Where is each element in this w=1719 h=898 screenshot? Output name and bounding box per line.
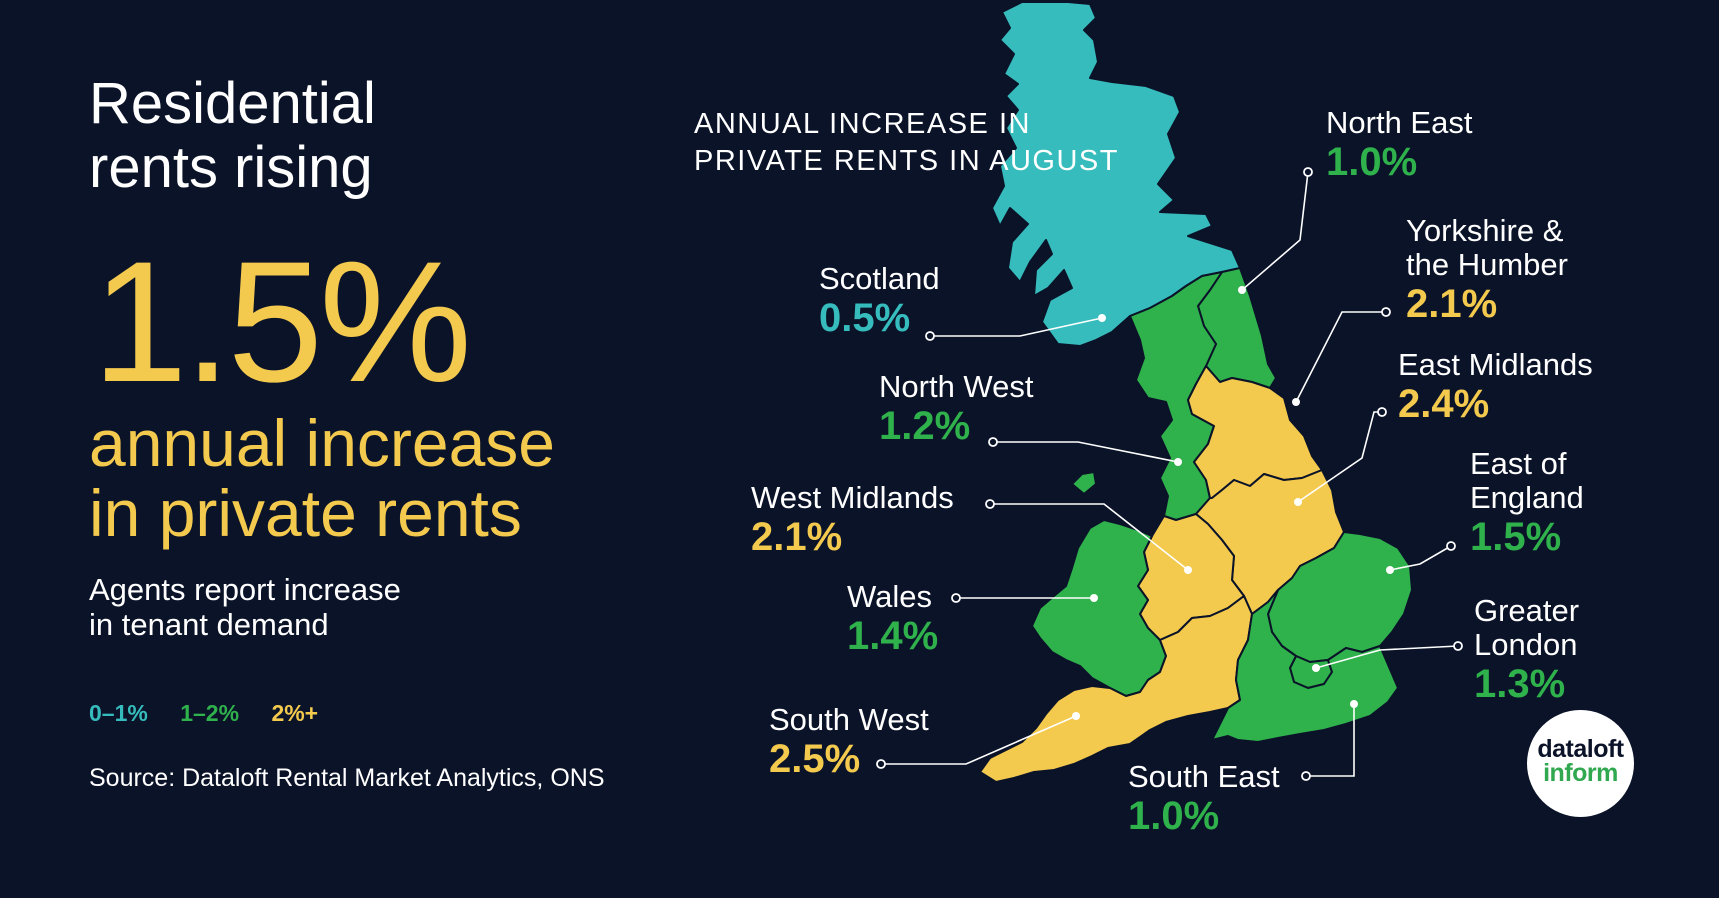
yorkshire-name: Yorkshire & the Humber bbox=[1406, 214, 1568, 282]
east-of-england-name-line1: East of bbox=[1470, 446, 1567, 481]
label-greater-london: Greater London 1.3% bbox=[1474, 594, 1579, 707]
yorkshire-name-line2: the Humber bbox=[1406, 247, 1568, 282]
north-west-value: 1.2% bbox=[879, 404, 971, 448]
label-east-midlands: East Midlands 2.4% bbox=[1398, 347, 1593, 427]
leader-end-dot-east-midlands bbox=[1294, 498, 1302, 506]
east-midlands-value: 2.4% bbox=[1398, 382, 1490, 426]
leader-start-dot-north-east bbox=[1303, 167, 1313, 177]
dataloft-inform-logo: dataloft inform bbox=[1527, 710, 1634, 817]
description-line1: Agents report increase bbox=[89, 572, 401, 607]
leader-end-dot-scotland bbox=[1098, 314, 1106, 322]
label-scotland: Scotland 0.5% bbox=[819, 261, 940, 341]
leader-end-dot-north-west bbox=[1174, 458, 1182, 466]
label-yorkshire: Yorkshire & the Humber 2.1% bbox=[1406, 214, 1568, 327]
south-east-name: South East bbox=[1128, 759, 1280, 794]
north-east-value: 1.0% bbox=[1326, 140, 1418, 184]
big-value: 1.5% bbox=[92, 226, 472, 418]
leader-start-dot-yorkshire bbox=[1381, 307, 1391, 317]
description: Agents report increase in tenant demand bbox=[89, 572, 401, 642]
legend-item-low: 0–1% bbox=[89, 700, 148, 726]
wales-value: 1.4% bbox=[847, 614, 939, 658]
leader-end-dot-south-east bbox=[1350, 700, 1358, 708]
leader-start-dot-greater-london bbox=[1453, 641, 1463, 651]
map-title-line1: ANNUAL INCREASE IN bbox=[694, 108, 1031, 140]
headline-line2: rents rising bbox=[89, 135, 373, 200]
brand-line1: dataloft bbox=[1537, 735, 1624, 763]
greater-london-name-line2: London bbox=[1474, 627, 1578, 662]
leader-line-west-midlands bbox=[990, 503, 1189, 571]
leader-line-north-west bbox=[993, 441, 1179, 463]
leader-end-dot-wales bbox=[1090, 594, 1098, 602]
label-wales: Wales 1.4% bbox=[847, 579, 939, 659]
south-west-value: 2.5% bbox=[769, 737, 861, 781]
leader-end-dot-greater-london bbox=[1312, 664, 1320, 672]
east-midlands-name: East Midlands bbox=[1398, 347, 1593, 382]
greater-london-value: 1.3% bbox=[1474, 662, 1566, 706]
leader-end-dot-west-midlands bbox=[1184, 566, 1192, 574]
yorkshire-value: 2.1% bbox=[1406, 282, 1498, 326]
north-west-name: North West bbox=[879, 369, 1034, 404]
leader-start-dot-scotland bbox=[925, 331, 935, 341]
east-of-england-value: 1.5% bbox=[1470, 515, 1562, 559]
leader-start-dot-south-east bbox=[1301, 771, 1311, 781]
leader-end-dot-yorkshire bbox=[1292, 398, 1300, 406]
north-east-name: North East bbox=[1326, 105, 1473, 140]
label-north-west: North West 1.2% bbox=[879, 369, 1034, 449]
big-caption: annual increase in private rents bbox=[89, 408, 555, 548]
leader-line-yorkshire bbox=[1295, 311, 1386, 403]
map-title-line2: PRIVATE RENTS IN AUGUST bbox=[694, 145, 1119, 177]
region-scotland bbox=[991, 1, 1241, 347]
south-east-value: 1.0% bbox=[1128, 794, 1220, 838]
map-title: ANNUAL INCREASE IN PRIVATE RENTS IN AUGU… bbox=[694, 106, 1119, 180]
west-midlands-name: West Midlands bbox=[751, 480, 954, 515]
west-midlands-value: 2.1% bbox=[751, 515, 843, 559]
label-south-east: South East 1.0% bbox=[1128, 759, 1280, 839]
east-of-england-name: East of England bbox=[1470, 447, 1584, 515]
description-line2: in tenant demand bbox=[89, 607, 329, 642]
south-west-name: South West bbox=[769, 702, 929, 737]
headline-line1: Residential bbox=[89, 71, 376, 136]
leader-line-north-east bbox=[1241, 171, 1309, 291]
leader-end-dot-north-east bbox=[1238, 286, 1246, 294]
leader-line-south-east bbox=[1306, 704, 1355, 777]
leader-start-dot-west-midlands bbox=[985, 499, 995, 509]
leader-start-dot-north-west bbox=[988, 437, 998, 447]
scotland-value: 0.5% bbox=[819, 296, 911, 340]
leader-start-dot-south-west bbox=[876, 759, 886, 769]
leader-start-dot-wales bbox=[951, 593, 961, 603]
big-caption-line1: annual increase bbox=[89, 406, 555, 480]
label-north-east: North East 1.0% bbox=[1326, 105, 1473, 185]
legend: 0–1% 1–2% 2%+ bbox=[89, 700, 344, 727]
headline: Residential rents rising bbox=[89, 72, 376, 200]
label-south-west: South West 2.5% bbox=[769, 702, 929, 782]
label-west-midlands: West Midlands 2.1% bbox=[751, 480, 954, 560]
yorkshire-name-line1: Yorkshire & bbox=[1406, 213, 1564, 248]
leader-start-dot-east-of-england bbox=[1446, 541, 1456, 551]
legend-item-mid: 1–2% bbox=[180, 700, 240, 726]
greater-london-name-line1: Greater bbox=[1474, 593, 1580, 628]
brand-line2: inform bbox=[1543, 759, 1618, 787]
greater-london-name: Greater London bbox=[1474, 594, 1579, 662]
scotland-name: Scotland bbox=[819, 261, 940, 296]
leader-line-greater-london bbox=[1315, 645, 1459, 669]
east-of-england-name-line2: England bbox=[1470, 480, 1584, 515]
leader-end-dot-east-of-england bbox=[1386, 566, 1394, 574]
leader-line-east-of-england bbox=[1389, 545, 1452, 571]
big-caption-line2: in private rents bbox=[89, 476, 522, 550]
source-note: Source: Dataloft Rental Market Analytics… bbox=[89, 764, 605, 792]
leader-start-dot-east-midlands bbox=[1377, 407, 1387, 417]
wales-name: Wales bbox=[847, 579, 932, 614]
leader-line-south-west bbox=[881, 715, 1077, 765]
leader-end-dot-south-west bbox=[1072, 712, 1080, 720]
leader-line-scotland bbox=[930, 317, 1103, 337]
label-east-of-england: East of England 1.5% bbox=[1470, 447, 1584, 560]
legend-item-high: 2%+ bbox=[271, 700, 319, 726]
